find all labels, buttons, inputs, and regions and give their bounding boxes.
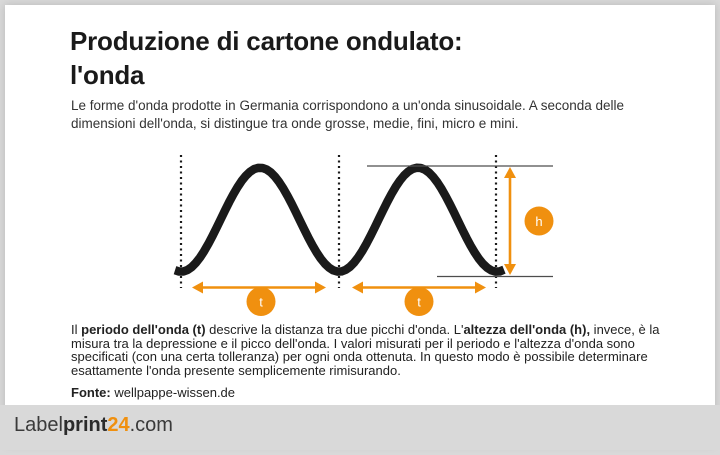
svg-text:t: t [259,295,263,310]
svg-text:t: t [417,295,421,310]
svg-text:h: h [535,214,542,229]
